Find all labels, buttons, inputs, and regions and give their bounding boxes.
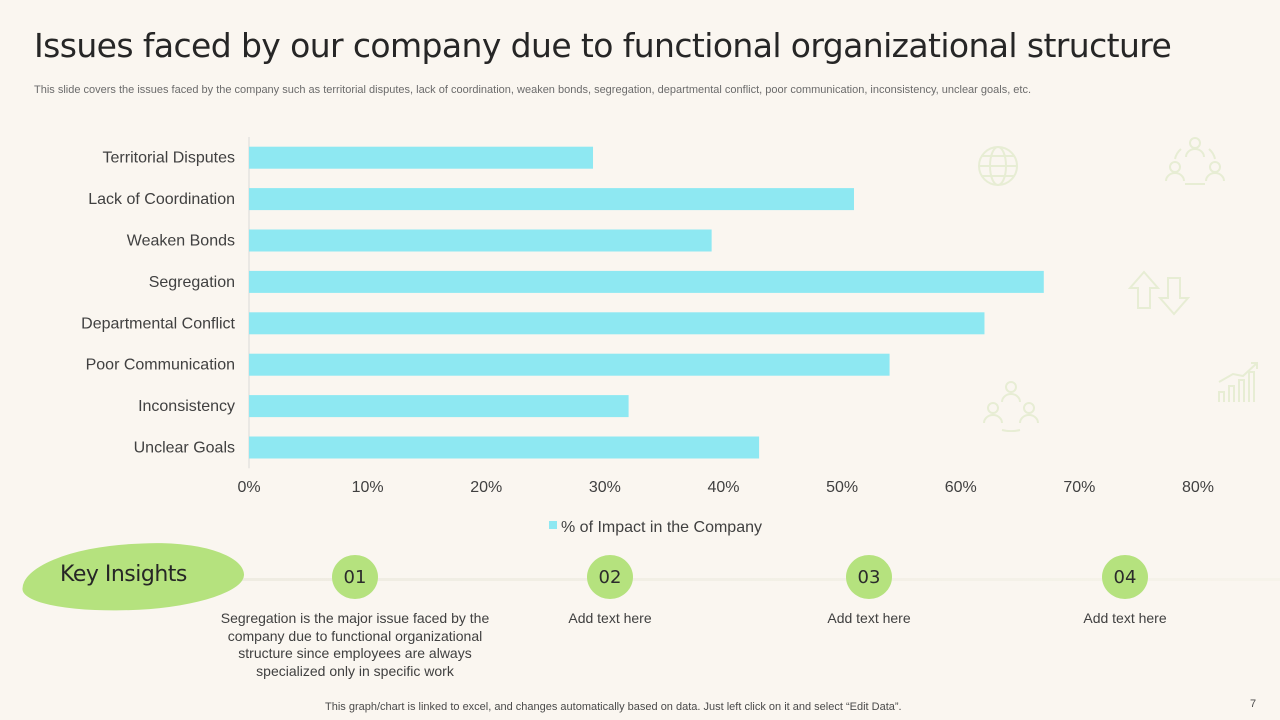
insight-text-02: Add text here [568, 610, 652, 626]
bar [249, 229, 712, 252]
x-tick-label: 70% [1063, 479, 1095, 496]
team-icon [983, 381, 1039, 432]
bar [249, 395, 629, 418]
x-tick-label: 0% [237, 479, 260, 496]
footer-note: This graph/chart is linked to excel, and… [325, 701, 902, 713]
category-label: Poor Communication [86, 357, 235, 374]
bar [249, 146, 594, 169]
x-tick-label: 40% [707, 479, 739, 496]
insights-divider [240, 578, 1280, 581]
category-label: Weaken Bonds [127, 233, 235, 250]
insight-number-04: 04 [1102, 555, 1148, 599]
key-insights-heading: Key Insights [60, 562, 187, 587]
category-label: Territorial Disputes [103, 150, 235, 167]
insight-number-03: 03 [846, 555, 892, 599]
bar [249, 353, 890, 376]
x-tick-label: 50% [826, 479, 858, 496]
legend-label: % of Impact in the Company [561, 519, 762, 536]
bar [249, 436, 760, 459]
bar [249, 312, 985, 335]
growth-chart-icon [1218, 362, 1258, 402]
category-label: Segregation [149, 274, 235, 291]
x-tick-label: 20% [470, 479, 502, 496]
x-tick-label: 30% [589, 479, 621, 496]
x-tick-label: 10% [352, 479, 384, 496]
bar-chart: Territorial Disputes Lack of Coordination… [81, 137, 1214, 536]
insight-text-04: Add text here [1083, 610, 1167, 626]
category-label: Unclear Goals [134, 440, 235, 457]
category-label: Lack of Coordination [88, 191, 235, 208]
up-down-arrows-icon [1128, 270, 1191, 316]
page-number: 7 [1250, 698, 1257, 710]
bar [249, 270, 1044, 293]
bar [249, 188, 854, 211]
page-subtitle: This slide covers the issues faced by th… [34, 84, 1032, 96]
insight-text-01: Segregation is the major issue faced by … [220, 610, 490, 679]
x-tick-label: 80% [1182, 479, 1214, 496]
category-label: Inconsistency [138, 398, 235, 415]
insight-number-01: 01 [332, 555, 378, 599]
legend-swatch [549, 521, 557, 529]
category-label: Departmental Conflict [81, 315, 235, 332]
x-tick-label: 60% [945, 479, 977, 496]
globe-icon [978, 146, 1018, 186]
team-network-icon [1165, 137, 1225, 185]
insight-number-02: 02 [587, 555, 633, 599]
page-title: Issues faced by our company due to funct… [34, 26, 1172, 65]
insight-text-03: Add text here [827, 610, 911, 626]
